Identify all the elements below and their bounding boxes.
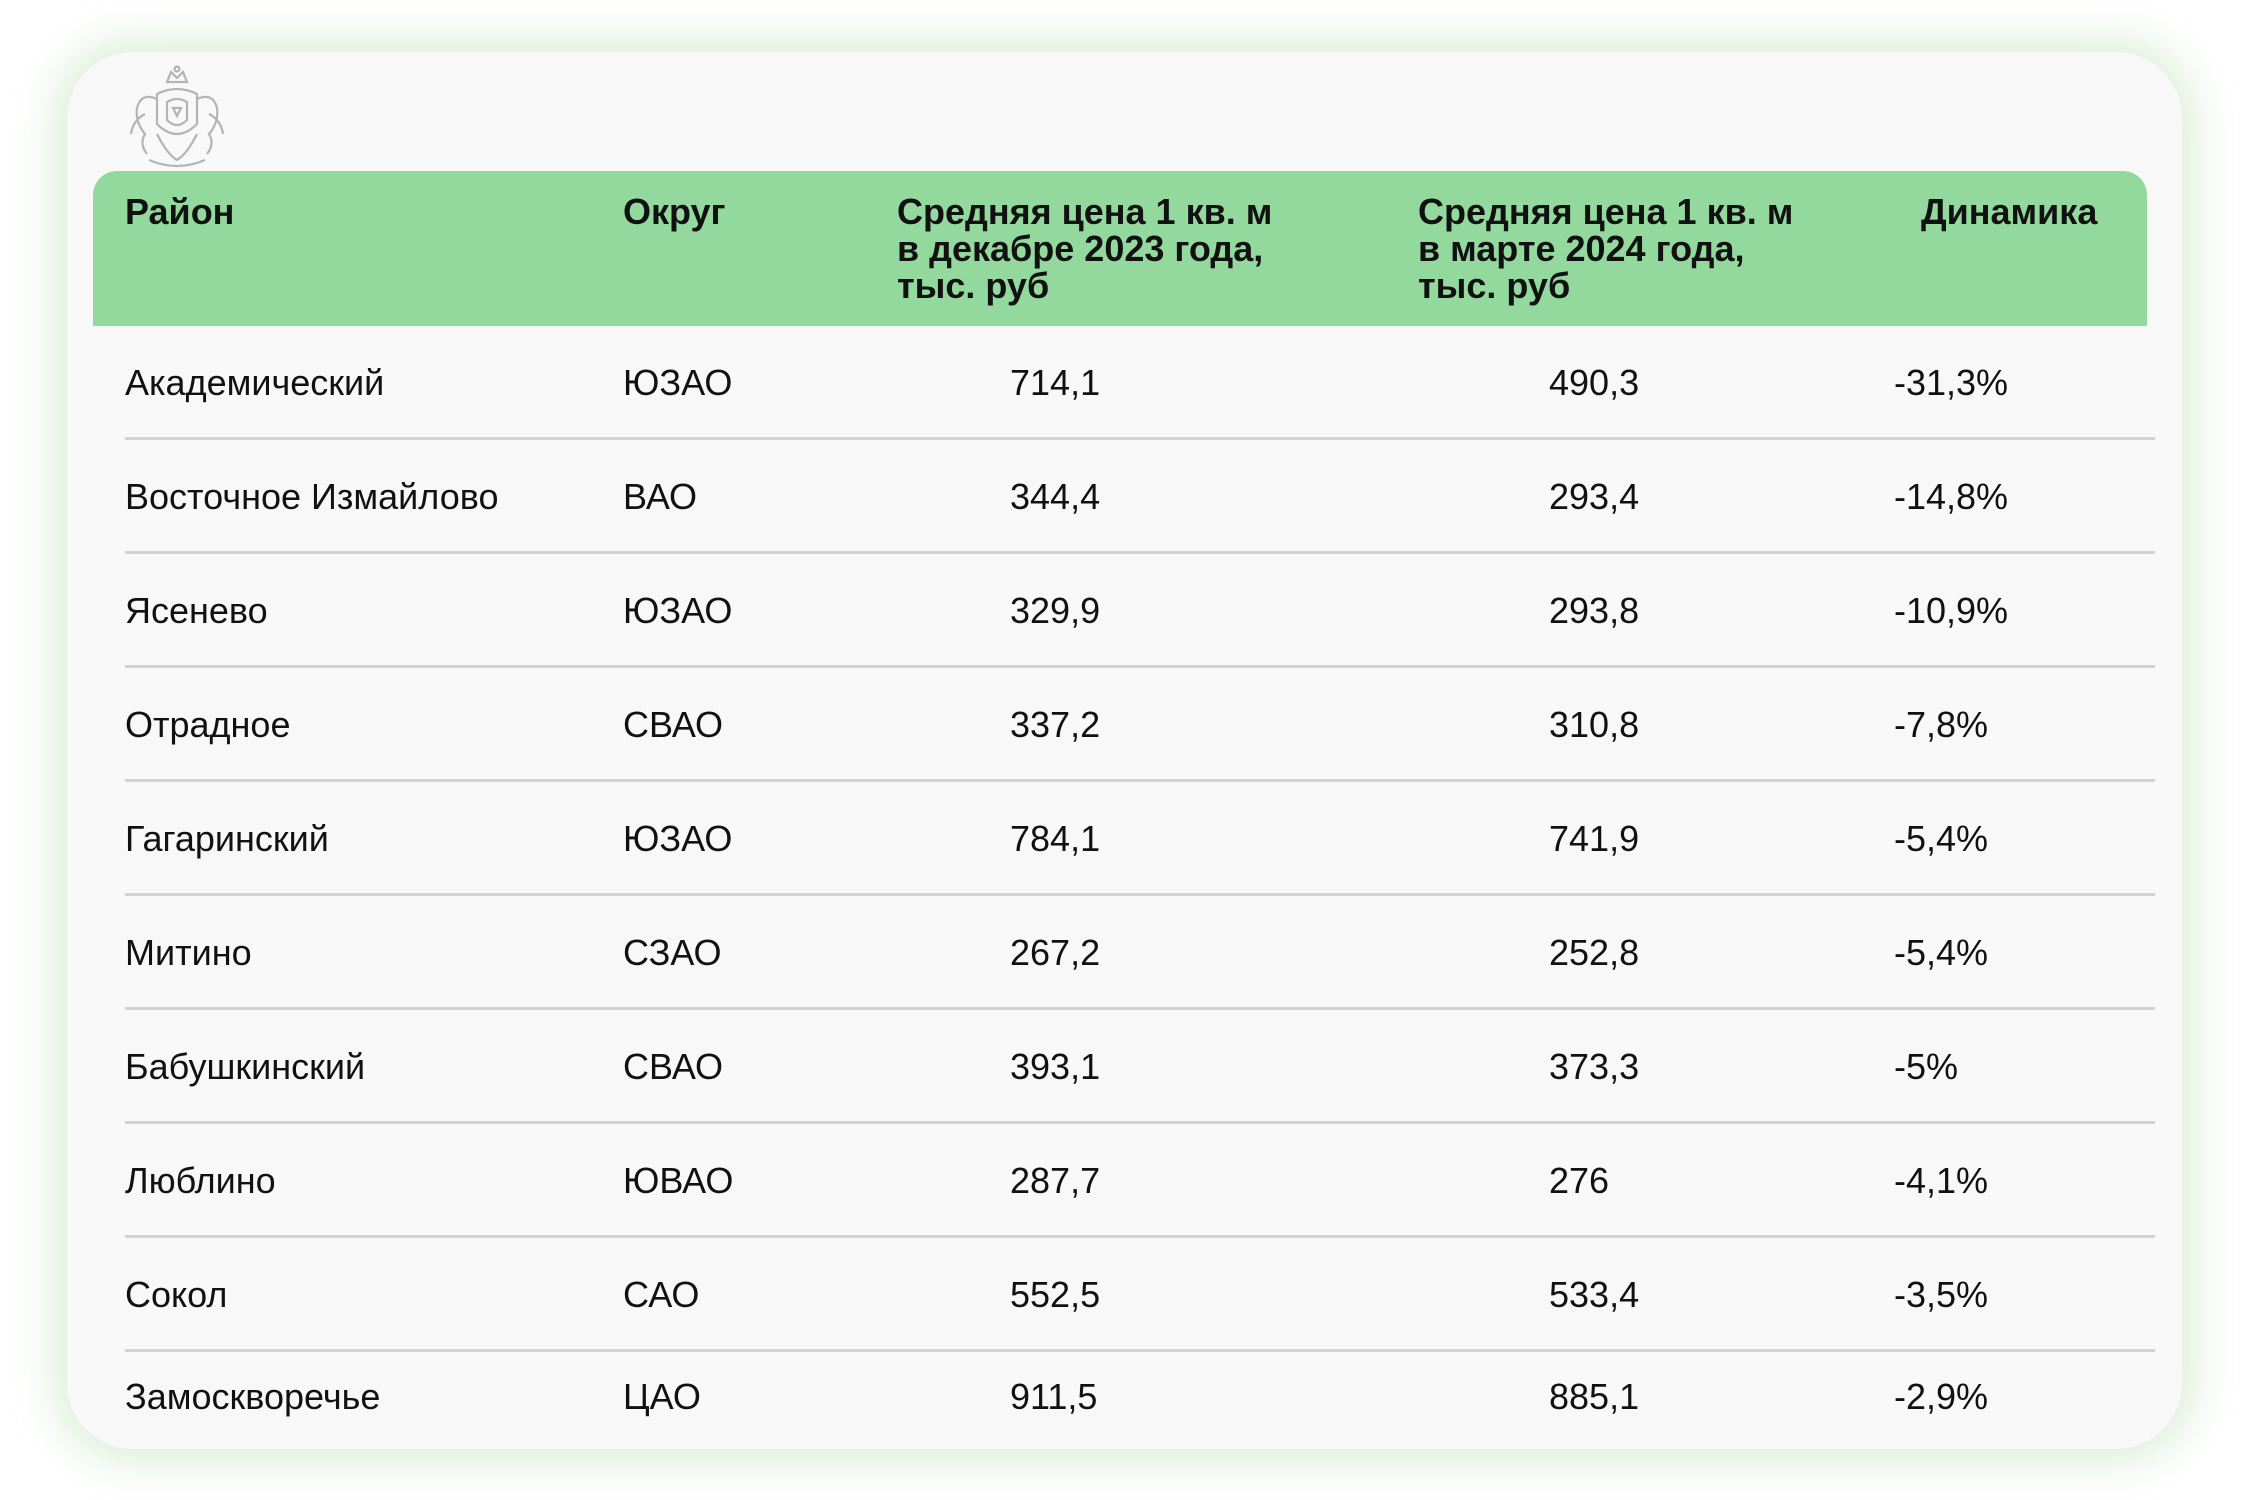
coat-of-arms-icon xyxy=(129,65,225,168)
table-body: Академический ЮЗАО 714,1 490,3 -31,3% Во… xyxy=(67,326,2182,1449)
table-row: Отрадное СВАО 337,2 310,8 -7,8% xyxy=(67,668,2182,782)
cell-district: Отрадное xyxy=(125,704,291,745)
cell-price-december: 267,2 xyxy=(1010,932,1101,973)
cell-district: Восточное Измайлово xyxy=(125,476,499,517)
cell-price-december: 344,4 xyxy=(1010,476,1101,517)
cell-district: Ясенево xyxy=(125,590,268,631)
header-price-march: Средняя цена 1 кв. м в марте 2024 года, … xyxy=(1418,191,1794,306)
table-row: Академический ЮЗАО 714,1 490,3 -31,3% xyxy=(67,326,2182,440)
row-divider xyxy=(125,551,2155,554)
row-divider xyxy=(125,1349,2155,1352)
cell-price-december: 287,7 xyxy=(1010,1160,1101,1201)
table-row: Люблино ЮВАО 287,7 276 -4,1% xyxy=(67,1124,2182,1238)
cell-district: Академический xyxy=(125,362,385,403)
cell-price-march: 533,4 xyxy=(1549,1274,1640,1315)
row-divider xyxy=(125,1007,2155,1010)
cell-price-march: 293,8 xyxy=(1549,590,1640,631)
cell-district: Бабушкинский xyxy=(125,1046,366,1087)
cell-okrug: ВАО xyxy=(623,476,698,517)
table-row: Сокол САО 552,5 533,4 -3,5% xyxy=(67,1238,2182,1352)
cell-dynamics: -5% xyxy=(1894,1046,1959,1087)
cell-price-december: 393,1 xyxy=(1010,1046,1101,1087)
cell-price-december: 552,5 xyxy=(1010,1274,1101,1315)
cell-dynamics: -7,8% xyxy=(1894,704,1989,745)
cell-district: Сокол xyxy=(125,1274,228,1315)
cell-price-december: 337,2 xyxy=(1010,704,1101,745)
cell-price-december: 329,9 xyxy=(1010,590,1101,631)
cell-dynamics: -4,1% xyxy=(1894,1160,1989,1201)
cell-dynamics: -31,3% xyxy=(1894,362,2009,403)
table-row: Митино СЗАО 267,2 252,8 -5,4% xyxy=(67,896,2182,1010)
row-divider xyxy=(125,779,2155,782)
cell-price-march: 276 xyxy=(1549,1160,1610,1201)
cell-price-march: 373,3 xyxy=(1549,1046,1640,1087)
cell-district: Гагаринский xyxy=(125,818,329,859)
header-okrug: Округ xyxy=(623,191,726,232)
cell-district: Митино xyxy=(125,932,252,973)
cell-okrug: ЮЗАО xyxy=(623,362,733,403)
cell-price-december: 714,1 xyxy=(1010,362,1101,403)
table-card: Район Округ Средняя цена 1 кв. м в декаб… xyxy=(67,52,2182,1449)
cell-dynamics: -10,9% xyxy=(1894,590,2009,631)
row-divider xyxy=(125,1235,2155,1238)
cell-dynamics: -5,4% xyxy=(1894,932,1989,973)
header-district: Район xyxy=(125,191,235,232)
cell-okrug: САО xyxy=(623,1274,700,1315)
row-divider xyxy=(125,437,2155,440)
cell-okrug: ЮЗАО xyxy=(623,818,733,859)
cell-district: Замоскворечье xyxy=(125,1376,381,1417)
cell-okrug: СВАО xyxy=(623,704,724,745)
table-row: Замоскворечье ЦАО 911,5 885,1 -2,9% xyxy=(67,1352,2182,1449)
cell-district: Люблино xyxy=(125,1160,276,1201)
table-row: Гагаринский ЮЗАО 784,1 741,9 -5,4% xyxy=(67,782,2182,896)
cell-okrug: ЦАО xyxy=(623,1376,701,1417)
cell-price-march: 252,8 xyxy=(1549,932,1640,973)
cell-dynamics: -3,5% xyxy=(1894,1274,1989,1315)
cell-price-march: 741,9 xyxy=(1549,818,1640,859)
table-row: Бабушкинский СВАО 393,1 373,3 -5% xyxy=(67,1010,2182,1124)
cell-dynamics: -14,8% xyxy=(1894,476,2009,517)
table-row: Восточное Измайлово ВАО 344,4 293,4 -14,… xyxy=(67,440,2182,554)
row-divider xyxy=(125,665,2155,668)
cell-price-march: 310,8 xyxy=(1549,704,1640,745)
cell-price-march: 885,1 xyxy=(1549,1376,1640,1417)
cell-okrug: ЮЗАО xyxy=(623,590,733,631)
header-dynamics: Динамика xyxy=(1921,191,2098,232)
cell-price-december: 911,5 xyxy=(1010,1376,1098,1417)
cell-okrug: СЗАО xyxy=(623,932,722,973)
row-divider xyxy=(125,893,2155,896)
cell-dynamics: -5,4% xyxy=(1894,818,1989,859)
row-divider xyxy=(125,1121,2155,1124)
cell-price-march: 490,3 xyxy=(1549,362,1640,403)
cell-okrug: СВАО xyxy=(623,1046,724,1087)
cell-dynamics: -2,9% xyxy=(1894,1376,1989,1417)
cell-price-december: 784,1 xyxy=(1010,818,1101,859)
table-row: Ясенево ЮЗАО 329,9 293,8 -10,9% xyxy=(67,554,2182,668)
header-price-december: Средняя цена 1 кв. м в декабре 2023 года… xyxy=(897,191,1273,306)
cell-price-march: 293,4 xyxy=(1549,476,1640,517)
table-header: Район Округ Средняя цена 1 кв. м в декаб… xyxy=(93,171,2147,326)
cell-okrug: ЮВАО xyxy=(623,1160,734,1201)
